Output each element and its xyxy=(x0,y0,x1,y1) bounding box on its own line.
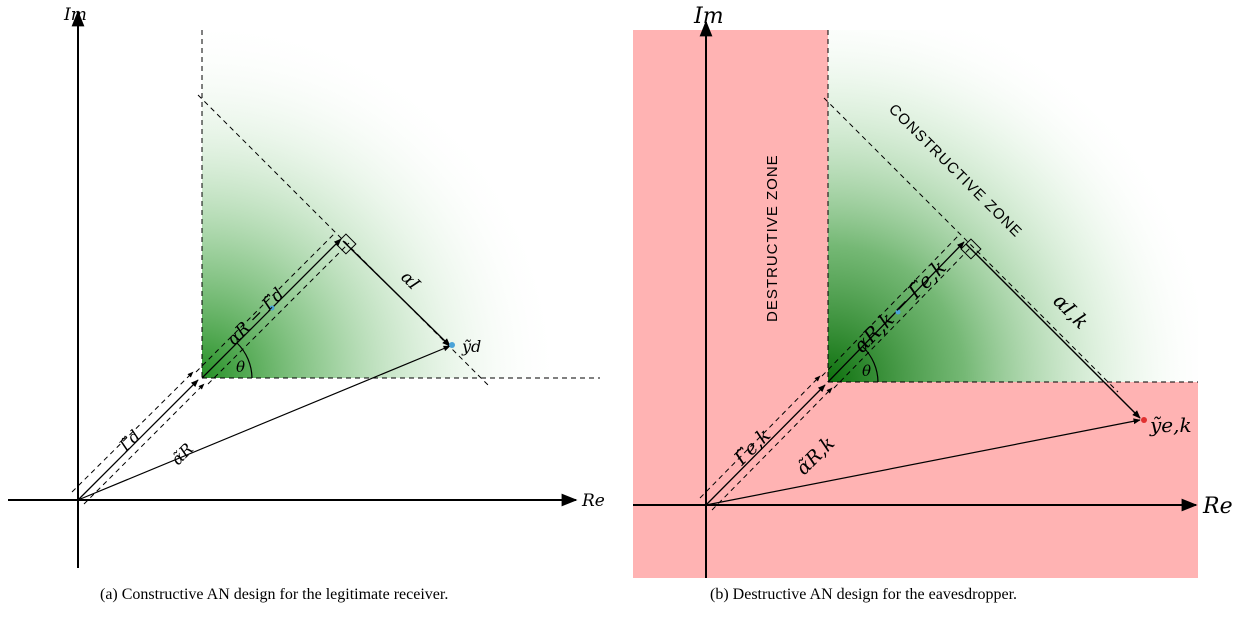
alpha-rk-minus-gamma-dash-1 xyxy=(821,235,959,377)
im-axis-label-a: Im xyxy=(63,5,87,25)
alpha-rk-minus-gamma-dash-2 xyxy=(833,245,973,389)
alpha-rk-solid-vector xyxy=(705,384,826,506)
alpha-ik-vector xyxy=(965,243,1141,419)
y-ek-point xyxy=(1141,417,1147,423)
theta-arc-b xyxy=(862,346,879,383)
y-ek-label: ỹe,k xyxy=(1149,413,1192,437)
theta-arc-a xyxy=(236,342,253,379)
alpha-i-vector xyxy=(342,240,451,347)
re-axis-label-b: Re xyxy=(1202,494,1233,519)
alpha-rk-tilde-vector xyxy=(711,387,833,511)
im-axis-label-b: Im xyxy=(693,4,724,29)
destructive-zone-label: DESTRUCTIVE ZONE xyxy=(764,154,781,322)
panel-b: Im Re DESTRUCTIVE ZONE CONSTRUCTIVE ZONE… xyxy=(633,4,1233,578)
gamma-ek-vector xyxy=(699,375,821,499)
alpha-r-tilde-label: α̃R xyxy=(167,439,197,469)
midpoint-a xyxy=(269,305,275,311)
caption-a: (a) Constructive AN design for the legit… xyxy=(100,586,449,603)
alpha-r-tilde-vector xyxy=(83,383,205,505)
theta-label-b: θ xyxy=(862,362,871,380)
midpoint-b xyxy=(895,309,901,315)
resultant-vector-a xyxy=(77,345,451,501)
caption-b: (b) Destructive AN design for the eavesd… xyxy=(710,586,1018,603)
alpha-r-minus-gamma-dash-1 xyxy=(195,232,336,373)
destructive-region-bottom xyxy=(828,382,1198,578)
alpha-r-solid-vector xyxy=(77,379,199,501)
boundary-diagonal-b xyxy=(823,97,1119,393)
resultant-vector-b xyxy=(705,418,1141,506)
alpha-r-minus-gamma-dash-2 xyxy=(207,242,350,385)
y-d-label: ỹd xyxy=(461,337,481,356)
panel-a: Im Re Γ̃d α̃R αR − Γ̃d αI θ ỹd xyxy=(8,5,605,568)
destructive-region-left xyxy=(633,30,828,578)
gamma-d-label: Γ̃d xyxy=(115,426,144,455)
constructive-region-a xyxy=(202,30,560,378)
re-axis-label-a: Re xyxy=(581,491,605,511)
theta-label-a: θ xyxy=(236,358,245,376)
y-d-point xyxy=(449,342,455,348)
constructive-region-b xyxy=(828,30,1198,382)
gamma-d-vector xyxy=(71,371,194,493)
